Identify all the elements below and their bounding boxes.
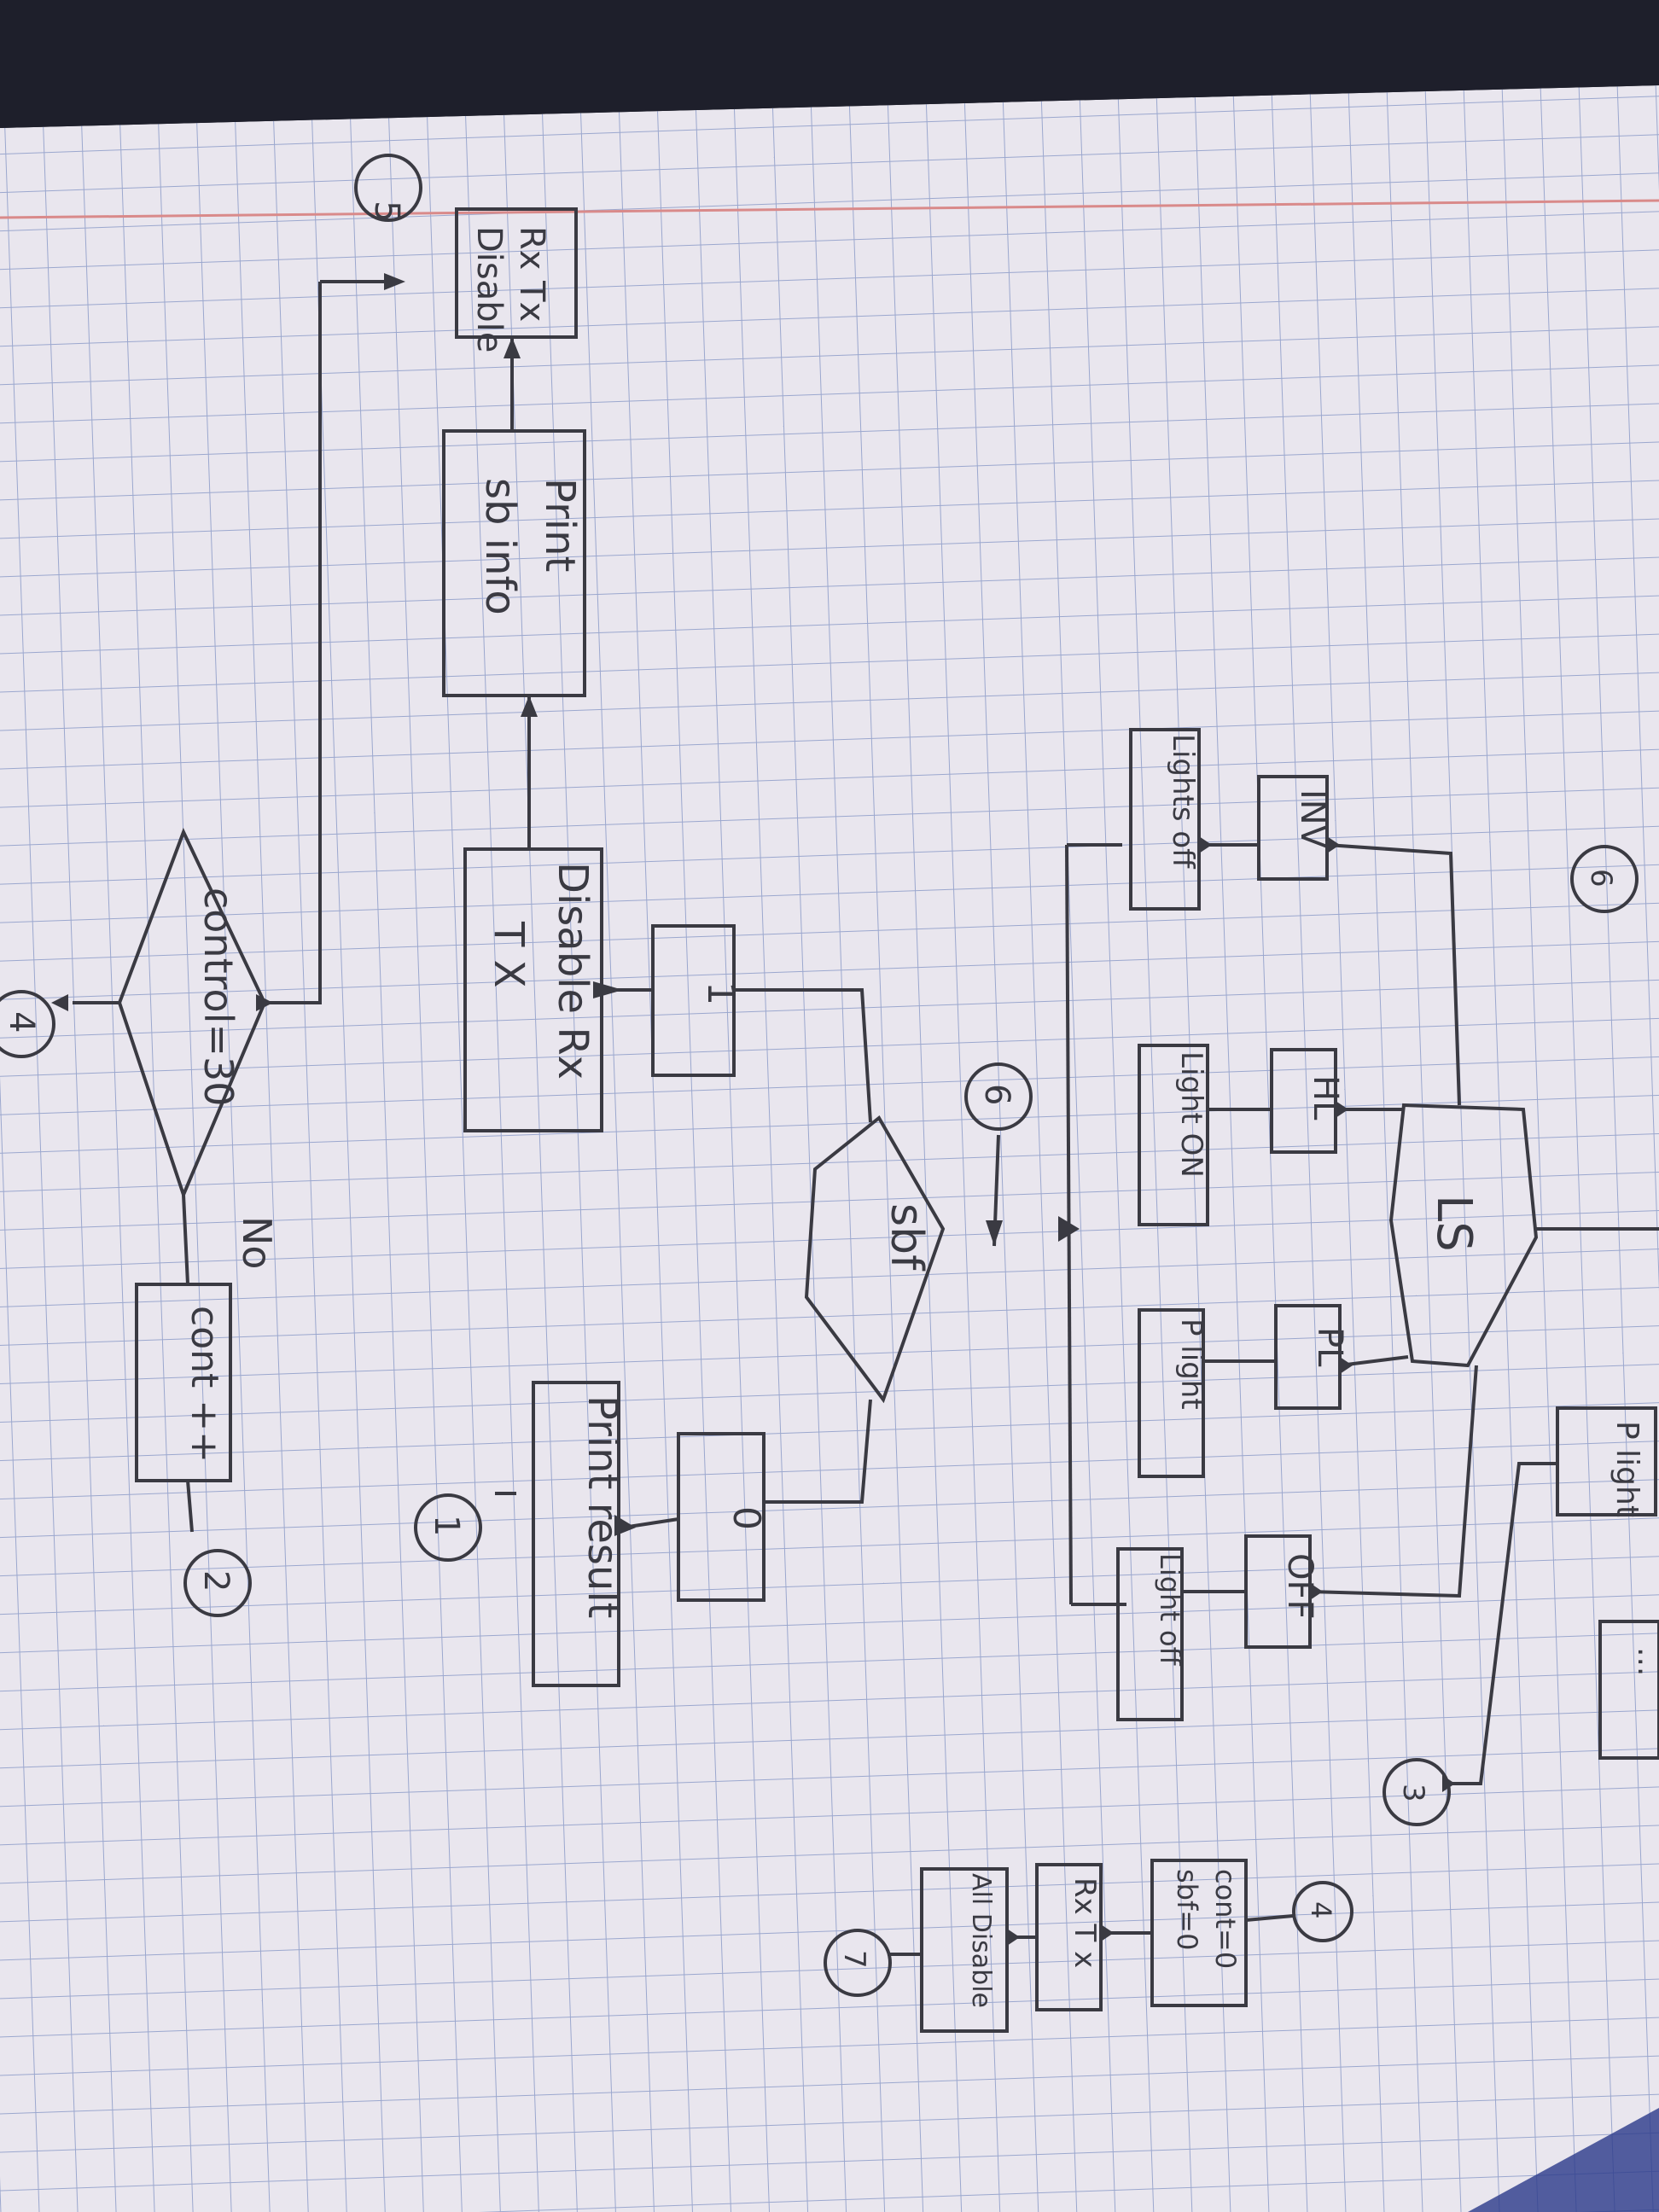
sbf-label: sbf bbox=[881, 1203, 932, 1272]
off-label: OFF bbox=[1280, 1553, 1319, 1620]
counters-line2: sbf=0 bbox=[1171, 1869, 1203, 1950]
connector-4-left-label: 4 bbox=[2, 1011, 41, 1033]
rxtx-disable-line2: Disable bbox=[469, 226, 509, 352]
rxtx-label: Rx T x bbox=[1068, 1877, 1102, 1968]
disable-rx-tx-line2: T X bbox=[485, 921, 533, 987]
hl-label: HL bbox=[1306, 1075, 1345, 1121]
flowchart-lines bbox=[73, 207, 1659, 2033]
connector-circles bbox=[0, 154, 1639, 1997]
p-light-label: P light bbox=[1174, 1318, 1208, 1410]
decision-control-label: control=30 bbox=[195, 888, 242, 1107]
lights-off-label: Lights off bbox=[1166, 734, 1200, 870]
margin-line bbox=[0, 199, 1659, 219]
partial-right-label: ... bbox=[1631, 1647, 1659, 1676]
print-result-label: Print result bbox=[579, 1395, 626, 1618]
inv-label: INV bbox=[1293, 789, 1332, 849]
connector-4-label: 4 bbox=[1305, 1901, 1337, 1918]
ls-label: LS bbox=[1426, 1195, 1481, 1252]
no-label: No bbox=[234, 1216, 280, 1270]
p-light-right-label: P light bbox=[1610, 1421, 1644, 1517]
box-one-label: 1 bbox=[699, 981, 742, 1005]
connector-1-label: 1 bbox=[427, 1515, 466, 1536]
connector-3-label: 3 bbox=[1396, 1784, 1430, 1802]
print-sbinfo-line1: Print bbox=[536, 478, 584, 572]
connector-5-label: 5 bbox=[367, 201, 406, 222]
connector-2-label: 2 bbox=[196, 1570, 236, 1592]
box-zero-label: 0 bbox=[725, 1506, 768, 1530]
connector-7-label: 7 bbox=[837, 1950, 871, 1969]
print-sbinfo-line2: sb info bbox=[476, 478, 524, 615]
rxtx-disable-line1: Rx Tx bbox=[512, 226, 551, 322]
counters-line1: cont=0 bbox=[1209, 1869, 1242, 1969]
cont-inc-label: cont ++ bbox=[183, 1306, 226, 1463]
connector-6-label: 6 bbox=[977, 1084, 1016, 1105]
paper-sheet bbox=[0, 85, 1659, 2212]
arrowheads bbox=[51, 273, 1455, 1946]
light-off-label: Light off bbox=[1154, 1553, 1186, 1667]
pl-label: PL bbox=[1310, 1327, 1349, 1367]
connector-6-top-label: 6 bbox=[1584, 869, 1618, 888]
disable-rx-tx-line1: Disable Rx bbox=[549, 862, 597, 1080]
light-on-label: Light ON bbox=[1174, 1051, 1208, 1178]
all-disable-label: All Disable bbox=[966, 1873, 996, 2008]
